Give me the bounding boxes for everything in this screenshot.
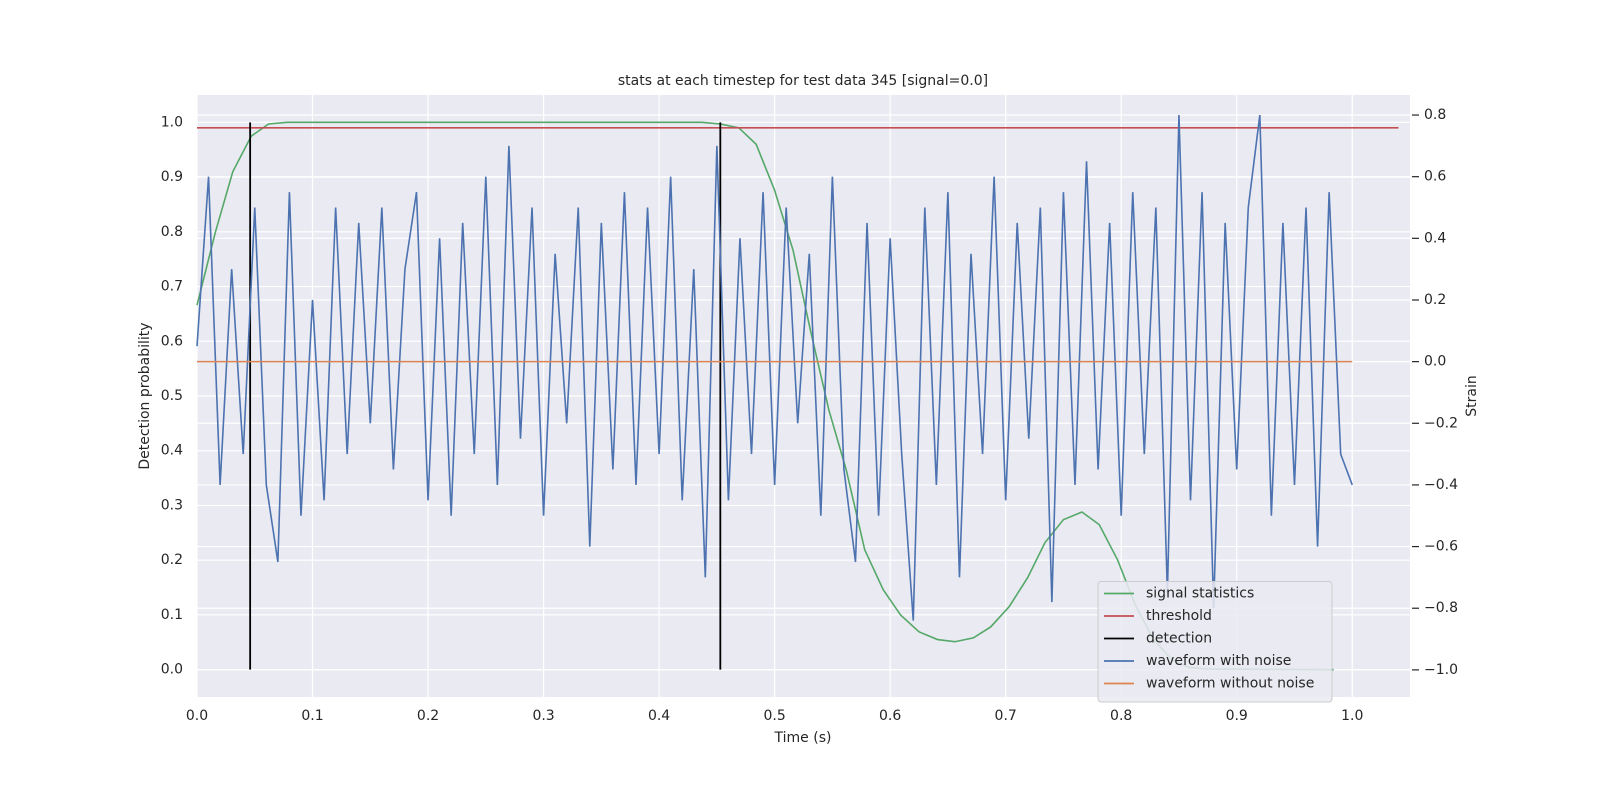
y2-tick-label: −0.2	[1424, 415, 1458, 431]
x-axis-label: Time (s)	[774, 730, 832, 746]
x-tick-label: 0.0	[186, 708, 208, 724]
x-tick-label: 0.9	[1226, 708, 1248, 724]
legend-label: signal statistics	[1146, 586, 1254, 602]
x-tick-label: 0.4	[648, 708, 670, 724]
y-tick-label: 0.5	[161, 388, 183, 404]
series-line	[196, 121, 1334, 671]
legend-label: threshold	[1146, 608, 1212, 624]
y-tick-label: 0.6	[161, 333, 183, 349]
y-tick-label: 1.0	[161, 114, 183, 130]
x-tick-label: 0.8	[1110, 708, 1132, 724]
y-tick-label: 0.0	[161, 662, 183, 678]
y-tick-label: 0.2	[161, 552, 183, 568]
y-tick-label: 0.1	[161, 607, 183, 623]
series-line	[196, 114, 1353, 621]
x-tick-label: 0.6	[879, 708, 901, 724]
y-axis-label: Detection probability	[137, 322, 153, 469]
y-tick-label: 0.4	[161, 443, 183, 459]
y2-tick-label: −1.0	[1424, 662, 1458, 678]
x-tick-label: 0.1	[301, 708, 323, 724]
y2-axis-label: Strain	[1464, 375, 1480, 416]
y-tick-label: 0.7	[161, 279, 183, 295]
x-tick-label: 0.3	[532, 708, 554, 724]
x-tick-label: 0.5	[763, 708, 785, 724]
x-tick-label: 0.2	[417, 708, 439, 724]
legend-label: detection	[1146, 631, 1212, 647]
y2-tick-label: −0.8	[1424, 600, 1458, 616]
chart-title: stats at each timestep for test data 345…	[618, 73, 988, 89]
y2-tick-label: −0.6	[1424, 539, 1458, 555]
legend-label: waveform with noise	[1146, 653, 1291, 669]
y-tick-label: 0.9	[161, 169, 183, 185]
y2-tick-label: 0.0	[1424, 354, 1446, 370]
legend-box	[1097, 581, 1333, 703]
x-tick-label: 1.0	[1341, 708, 1363, 724]
y2-tick-label: 0.2	[1424, 292, 1446, 308]
y-tick-label: 0.3	[161, 497, 183, 513]
y-tick-label: 0.8	[161, 224, 183, 240]
x-tick-label: 0.7	[995, 708, 1017, 724]
y2-tick-label: 0.8	[1424, 107, 1446, 123]
legend-label: waveform without noise	[1146, 676, 1314, 692]
y2-tick-label: 0.4	[1424, 230, 1446, 246]
y2-tick-label: −0.4	[1424, 477, 1458, 493]
y2-tick-label: 0.6	[1424, 169, 1446, 185]
